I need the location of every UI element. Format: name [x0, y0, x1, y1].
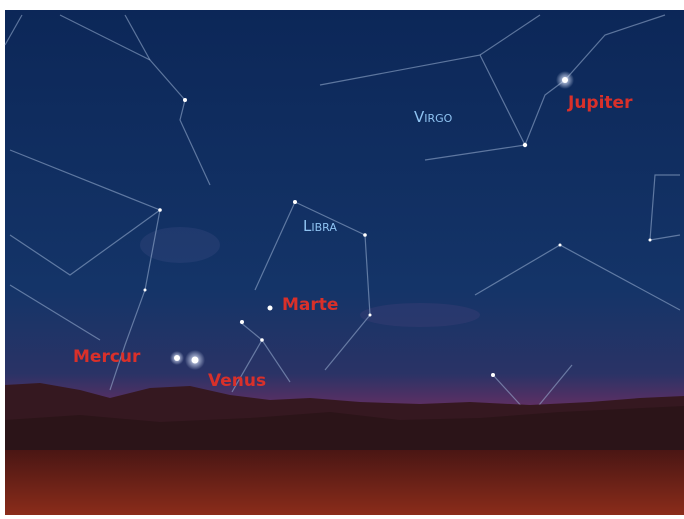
cloud [140, 227, 220, 263]
planet-label: Marte [282, 295, 338, 315]
planet-label: Jupiter [567, 93, 633, 113]
cloud [360, 303, 480, 327]
constellation-label: Libra [303, 217, 337, 235]
constellation-label: Virgo [414, 108, 453, 126]
page: Virgo Libra Jupiter Marte Mercur Venus (… [0, 0, 684, 519]
planet-label: Mercur [73, 347, 141, 367]
sky-chart: Virgo Libra Jupiter Marte Mercur Venus [0, 0, 684, 519]
ground [5, 450, 684, 515]
planet-label: Venus [208, 371, 266, 391]
